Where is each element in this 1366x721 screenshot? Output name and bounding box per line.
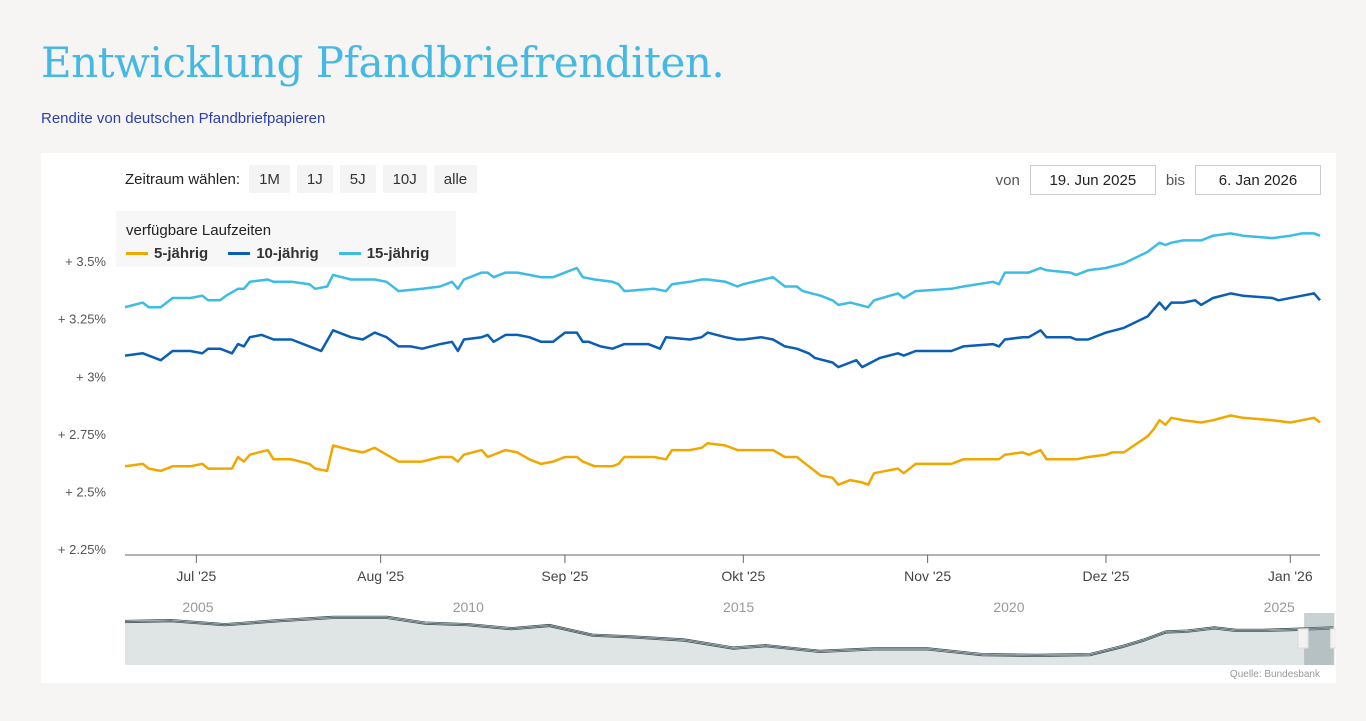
navigator-selection <box>1304 613 1335 665</box>
range-selector-label: Zeitraum wählen: <box>125 170 241 188</box>
range-button-5j[interactable]: 5J <box>339 165 376 193</box>
legend-swatch <box>126 252 148 255</box>
page-title: Entwicklung Pfandbriefrenditen. <box>41 38 725 87</box>
navigator-series-line <box>124 617 1334 656</box>
range-selector: Zeitraum wählen: 1M 1J 5J 10J alle <box>125 165 478 193</box>
from-label: von <box>995 171 1020 189</box>
page-subtitle: Rendite von deutschen Pfandbriefpapieren <box>41 110 326 127</box>
navigator-year-label: 2005 <box>182 599 213 615</box>
series-line-5y <box>124 414 1321 486</box>
y-tick-label: + 2.25% <box>58 542 107 557</box>
x-tick-label: Jan '26 <box>1268 568 1313 584</box>
series-line-10y <box>124 292 1321 369</box>
navigator-area <box>125 617 1334 665</box>
navigator-year-label: 2020 <box>993 599 1024 615</box>
navigator-series-line <box>124 618 1334 658</box>
to-date-input[interactable] <box>1195 165 1321 195</box>
legend-item-5y[interactable]: 5-jährig <box>126 245 208 262</box>
legend-item-15y[interactable]: 15-jährig <box>338 245 430 262</box>
date-range: von bis <box>996 165 1321 195</box>
x-tick-label: Okt '25 <box>721 568 765 584</box>
legend: verfügbare Laufzeiten 5-jährig 10-jährig… <box>116 211 456 267</box>
navigator-series-line <box>124 615 1334 655</box>
range-button-1j[interactable]: 1J <box>296 165 333 193</box>
x-tick-label: Aug '25 <box>357 568 404 584</box>
from-date-input[interactable] <box>1029 165 1156 195</box>
source-note: Quelle: Bundesbank <box>1229 669 1320 680</box>
legend-item-10y[interactable]: 10-jährig <box>228 245 319 262</box>
x-tick-label: Sep '25 <box>541 568 588 584</box>
legend-label: 10-jährig <box>256 245 319 262</box>
x-tick-label: Nov '25 <box>904 568 951 584</box>
series-line-15y <box>124 232 1321 309</box>
navigator-year-label: 2025 <box>1264 599 1295 615</box>
navigator-handle-right[interactable] <box>1329 628 1336 649</box>
legend-label: 15-jährig <box>366 245 430 262</box>
range-button-alle[interactable]: alle <box>433 165 478 193</box>
x-tick-label: Jul '25 <box>176 568 216 584</box>
range-button-1m[interactable]: 1M <box>249 165 290 193</box>
y-tick-label: + 3.25% <box>58 312 107 327</box>
range-button-10j[interactable]: 10J <box>382 165 427 193</box>
navigator-handle-left[interactable] <box>1297 628 1309 649</box>
y-tick-label: + 2.75% <box>58 427 107 442</box>
navigator-year-label: 2010 <box>453 599 484 615</box>
navigator-year-label: 2015 <box>723 599 754 615</box>
chart-svg: Jul '25 Aug '25 Sep '25 Okt '25 Nov '25 Dez '… <box>58 232 1336 665</box>
legend-label: 5-jährig <box>154 245 209 262</box>
x-tick-label: Dez '25 <box>1082 568 1129 584</box>
chart-card: Jul '25 Aug '25 Sep '25 Okt '25 Nov '25 Dez '… <box>41 153 1336 683</box>
y-tick-label: + 3% <box>76 369 106 384</box>
legend-swatch <box>338 252 361 255</box>
legend-title: verfügbare Laufzeiten <box>126 222 272 239</box>
legend-swatch <box>228 252 251 255</box>
y-tick-label: + 2.5% <box>65 485 106 500</box>
to-label: bis <box>1165 171 1185 189</box>
y-tick-label: + 3.5% <box>65 254 106 269</box>
